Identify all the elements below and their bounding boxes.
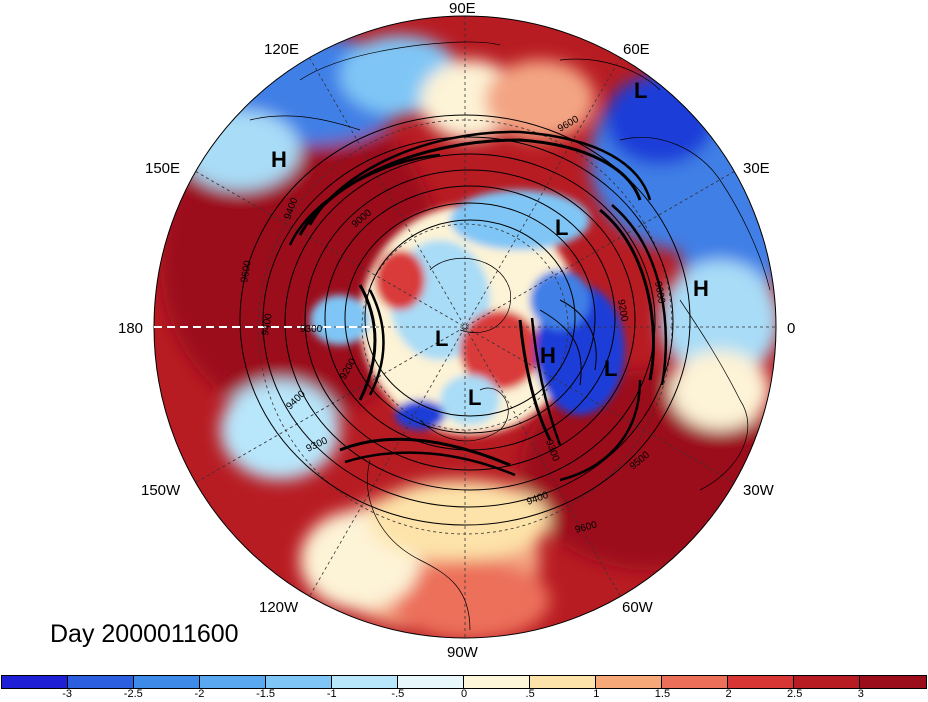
lon-label-90e: 90E (449, 0, 476, 17)
lon-label-0: 0 (787, 320, 796, 337)
colorbar-tick-label: 1.5 (654, 688, 671, 700)
lon-label-180: 180 (118, 320, 144, 337)
colorbar-swatch (332, 676, 398, 688)
colorbar (1, 675, 927, 689)
colorbar-swatch (134, 676, 200, 688)
contour-label: 9200 (615, 299, 630, 323)
colorbar-swatch (398, 676, 464, 688)
low-pressure-marker: L (634, 78, 648, 103)
colorbar-tick-label: 0 (460, 688, 468, 700)
colorbar-swatch (596, 676, 662, 688)
colorbar-swatch (68, 676, 134, 688)
colorbar-tick-label: -2.5 (123, 688, 143, 700)
colorbar-swatch (794, 676, 860, 688)
lon-label-60e: 60E (623, 41, 650, 58)
lon-label-30w: 30W (743, 482, 774, 499)
high-pressure-marker: H (693, 276, 709, 301)
colorbar-swatch (464, 676, 530, 688)
lon-label-120w: 120W (259, 599, 299, 616)
height-contours (239, 114, 691, 526)
lon-label-120e: 120E (264, 41, 300, 58)
colorbar-tick-label: -1.5 (256, 688, 276, 700)
colorbar-tick-label: 1 (593, 688, 600, 700)
contour-label: 9600 (239, 259, 254, 283)
low-pressure-marker: L (555, 215, 569, 240)
colorbar-tick-label: 2.5 (787, 688, 803, 700)
low-pressure-marker: L (604, 356, 618, 381)
lon-label-90w: 90W (447, 644, 478, 661)
high-pressure-marker: H (271, 147, 287, 172)
colorbar-tick-label: -1 (326, 688, 337, 700)
colorbar-swatch (728, 676, 794, 688)
colorbar-tick-label: 3 (857, 688, 864, 700)
lon-label-60w: 60W (622, 599, 653, 616)
colorbar-swatch (860, 676, 926, 688)
lon-label-150w: 150W (141, 482, 181, 499)
lon-label-30e: 30E (743, 160, 770, 177)
colorbar-tick-label: -2 (194, 688, 205, 700)
colorbar-tick-label: -3 (62, 688, 73, 700)
colorbar-tick-label: .5 (525, 688, 535, 700)
colorbar-swatch (266, 676, 332, 688)
colorbar-swatch (2, 676, 68, 688)
contour-label: 9400 (260, 312, 275, 336)
low-pressure-marker: L (468, 385, 482, 410)
colorbar-swatch (530, 676, 596, 688)
contour-label: 9300 (300, 324, 323, 335)
low-pressure-marker: L (435, 326, 449, 351)
day-title: Day 2000011600 (50, 620, 239, 648)
coastlines (249, 41, 771, 631)
lon-label-150e: 150E (145, 160, 181, 177)
colorbar-swatch (662, 676, 728, 688)
contour-label: 9600 (652, 281, 667, 305)
high-pressure-marker: H (540, 343, 556, 368)
colorbar-swatch (200, 676, 266, 688)
colorbar-tick-label: 2 (725, 688, 732, 700)
colorbar-tick-label: -.5 (391, 688, 405, 700)
